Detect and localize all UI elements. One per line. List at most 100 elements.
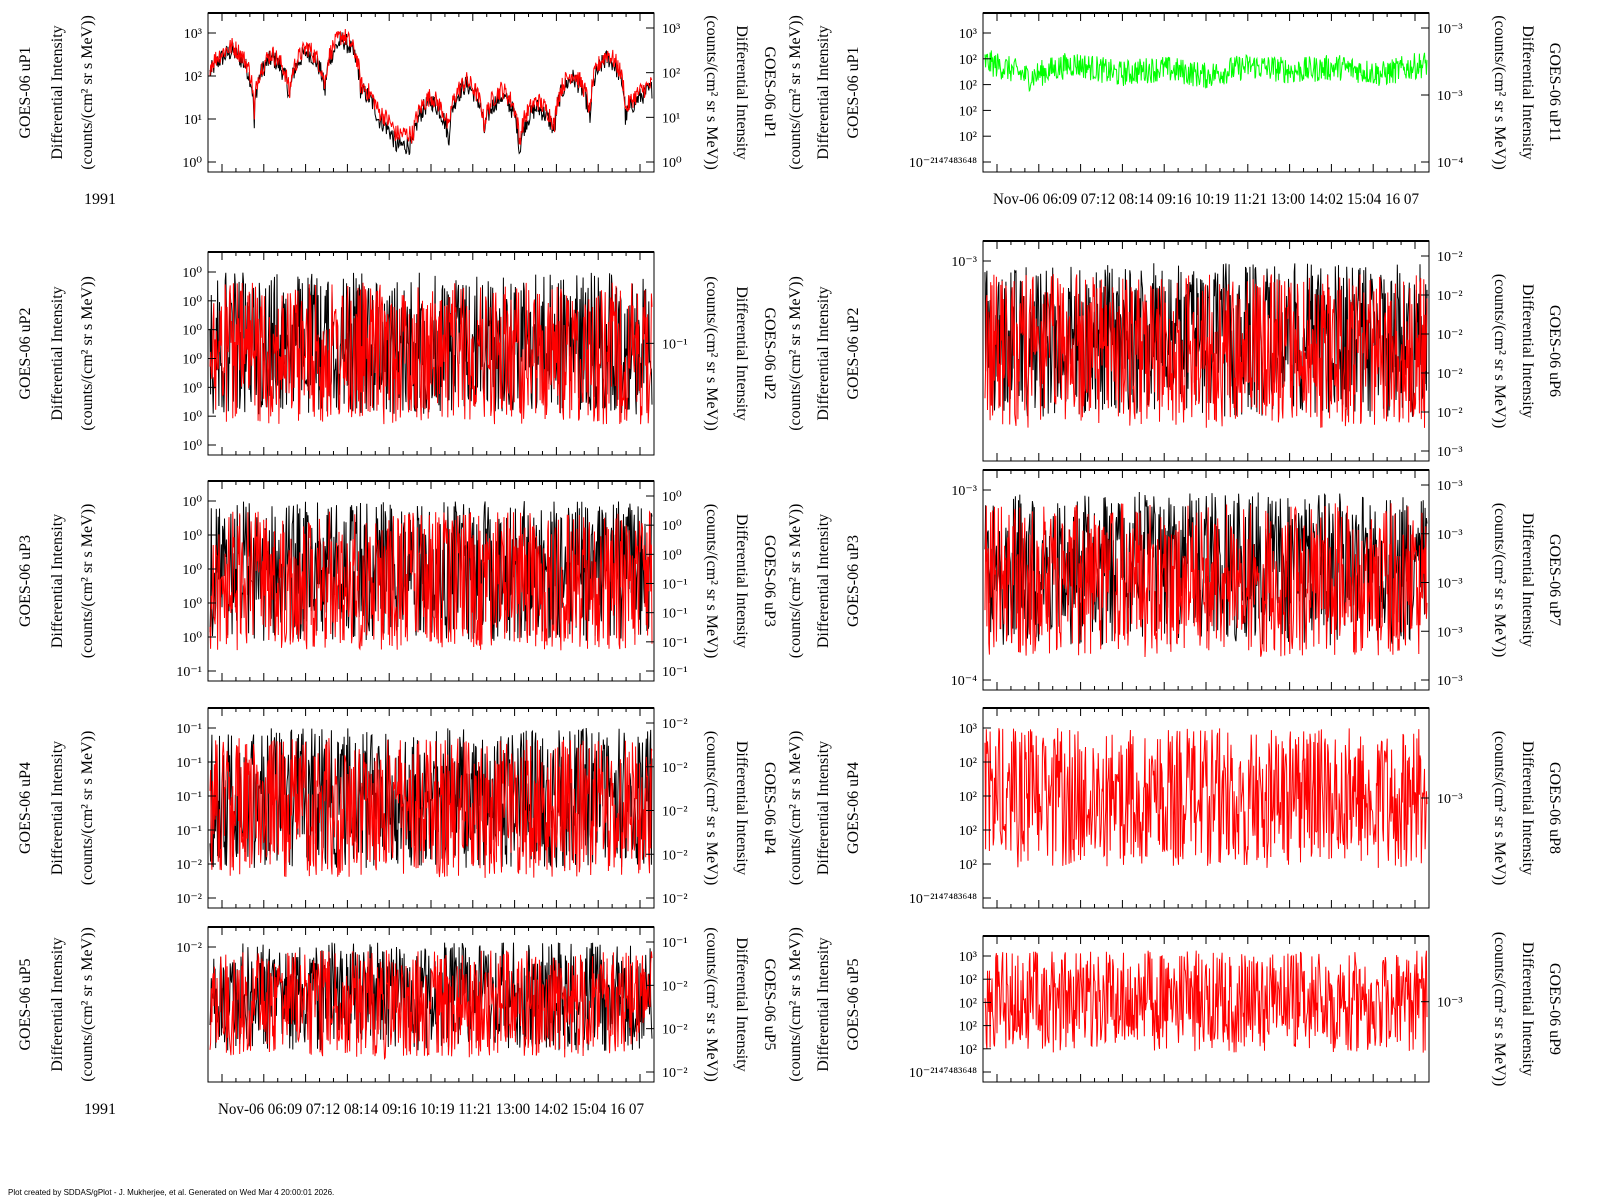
inner-axis-label-uP4: (counts/(cm² sr s MeV))	[787, 731, 804, 886]
right-axis-label-uP6: GOES-06 uP6	[1546, 305, 1563, 397]
right-tick-label-uP3: 10⁰	[662, 519, 682, 534]
left-axis-label-uP5: (counts/(cm² sr s MeV))	[79, 927, 96, 1082]
series-red-uP6	[984, 274, 1428, 428]
right-axis-label-uP2: (counts/(cm² sr s MeV))	[703, 276, 720, 431]
left-tick-label-uP9: 10³	[959, 950, 977, 965]
left-tick-label-uP9: 10²	[959, 996, 977, 1011]
inner-axis-label-uP2: GOES-06 uP2	[845, 307, 862, 399]
right-tick-label-uP7: 10⁻³	[1437, 625, 1463, 640]
right-axis-label-uP1: (counts/(cm² sr s MeV))	[703, 15, 720, 170]
right-axis-label-uP7: Differential Intensity	[1519, 513, 1536, 647]
left-tick-label-uP11: 10²	[959, 53, 977, 68]
panel-uP8: 10³ 10² 10² 10² 10² 10⁻²¹⁴⁷⁴⁸³⁶⁴⁸ 10⁻³ GOES-06 …	[909, 707, 1563, 909]
left-axis-label-uP4: Differential Intensity	[49, 741, 66, 875]
left-tick-label-uP1: 10³	[184, 27, 202, 42]
left-tick-label-uP8: 10²	[959, 790, 977, 805]
left-tick-label-uP4: 10⁻¹	[176, 722, 202, 737]
series-red-uP8	[984, 728, 1428, 868]
right-axis-label-uP5: Differential Intensity	[733, 937, 750, 1071]
right-tick-label-uP3: 10⁻¹	[662, 578, 688, 593]
right-tick-label-uP4: 10⁻²	[662, 761, 688, 776]
right-axis-label-uP8: GOES-06 uP8	[1546, 762, 1563, 854]
right-tick-label-uP9: 10⁻³	[1437, 996, 1463, 1011]
series-red-uP7	[984, 503, 1428, 658]
right-axis-label-uP7: GOES-06 uP7	[1546, 534, 1563, 626]
left-axis-label-uP4: (counts/(cm² sr s MeV))	[79, 731, 96, 886]
left-tick-label-uP3: 10⁰	[182, 631, 202, 646]
left-axis-label-uP1: (counts/(cm² sr s MeV))	[79, 15, 96, 170]
right-tick-label-uP6: 10⁻²	[1437, 367, 1463, 382]
panel-uP1: 10³ 10² 10¹ 10⁰ 10³ 10² 10¹ 10⁰ GOES-06 uP1 Diffe…	[17, 12, 862, 208]
left-tick-label-uP2: 10⁰	[182, 266, 202, 281]
right-axis-label-uP1: GOES-06 uP1	[761, 46, 778, 138]
right-axis-label-uP8: (counts/(cm² sr s MeV))	[1491, 731, 1508, 886]
panel-uP6: 10⁻³ 10⁻² 10⁻² 10⁻² 10⁻² 10⁻² 10⁻³ GOES-06 uP6 D…	[951, 240, 1563, 462]
left-tick-label-uP11: 10²	[959, 79, 977, 94]
right-axis-label-uP4: Differential Intensity	[733, 741, 750, 875]
left-tick-label-uP2: 10⁰	[182, 295, 202, 310]
right-tick-label-uP3: 10⁰	[662, 548, 682, 563]
inner-axis-label-uP2: (counts/(cm² sr s MeV))	[787, 276, 804, 431]
right-tick-label-uP1: 10¹	[662, 111, 680, 126]
panel-uP11: 10³ 10² 10² 10² 10² 10⁻²¹⁴⁷⁴⁸³⁶⁴⁸ 10⁻³ 10⁻³ 10⁻⁴…	[909, 12, 1563, 208]
series-red-uP9	[984, 950, 1428, 1053]
panel-uP5: 10⁻² 10⁻¹ 10⁻² 10⁻² 10⁻² GOES-06 uP5 Different…	[17, 926, 862, 1118]
right-tick-label-uP8: 10⁻³	[1437, 792, 1463, 807]
right-tick-label-uP11: 10⁻³	[1437, 22, 1463, 37]
series-red-uP1	[209, 28, 653, 145]
inner-axis-label-uP2: Differential Intensity	[815, 286, 832, 420]
right-axis-label-uP11: GOES-06 uP11	[1546, 43, 1563, 142]
right-axis-label-uP5: GOES-06 uP5	[761, 958, 778, 1050]
left-tick-label-uP8: 10⁻²¹⁴⁷⁴⁸³⁶⁴⁸	[909, 892, 977, 907]
left-tick-label-uP1: 10¹	[184, 113, 202, 128]
plot-frame-uP11	[982, 12, 1430, 173]
left-tick-label-uP5: 10⁻²	[176, 941, 202, 956]
panel-uP9: 10³ 10² 10² 10² 10² 10⁻²¹⁴⁷⁴⁸³⁶⁴⁸ 10⁻³ GOES-06 …	[909, 932, 1563, 1087]
footer-credit: Plot created by SDDAS/gPlot - J. Mukherj…	[8, 1188, 335, 1197]
right-tick-label-uP2: 10⁻¹	[662, 337, 688, 352]
right-tick-label-uP4: 10⁻²	[662, 892, 688, 907]
inner-axis-label-uP3: GOES-06 uP3	[845, 535, 862, 627]
panel-uP2: 10⁰ 10⁰ 10⁰ 10⁰ 10⁰ 10⁰ 10⁰ 10⁻¹ GOES-06 uP2 Diff…	[17, 251, 862, 456]
right-tick-label-uP1: 10²	[662, 67, 680, 82]
left-tick-label-uP9: 10⁻²¹⁴⁷⁴⁸³⁶⁴⁸	[909, 1066, 977, 1081]
right-tick-label-uP3: 10⁻¹	[662, 636, 688, 651]
left-tick-label-uP3: 10⁻¹	[176, 665, 202, 680]
panel-uP4: 10⁻¹ 10⁻¹ 10⁻¹ 10⁻¹ 10⁻² 10⁻² 10⁻² 10⁻² 10⁻² 10⁻²…	[17, 707, 862, 909]
right-tick-label-uP6: 10⁻²	[1437, 328, 1463, 343]
left-tick-label-uP9: 10²	[959, 973, 977, 988]
right-axis-label-uP2: Differential Intensity	[733, 286, 750, 420]
left-tick-label-uP9: 10²	[959, 1043, 977, 1058]
x-tick-labels-uP5: Nov-06 06:09 07:12 08:14 09:16 10:19 11:…	[218, 1101, 644, 1118]
panel-uP3: 10⁰ 10⁰ 10⁰ 10⁰ 10⁰ 10⁻¹ 10⁰ 10⁰ 10⁰ 10⁻¹ 10⁻¹ 10⁻¹…	[17, 480, 862, 682]
inner-axis-label-uP1: (counts/(cm² sr s MeV))	[787, 15, 804, 170]
inner-axis-label-uP5: (counts/(cm² sr s MeV))	[787, 927, 804, 1082]
left-axis-label-uP3: (counts/(cm² sr s MeV))	[79, 504, 96, 659]
right-tick-label-uP5: 10⁻¹	[662, 936, 688, 951]
left-tick-label-uP11: 10²	[959, 130, 977, 145]
right-tick-label-uP11: 10⁻⁴	[1437, 156, 1463, 171]
right-axis-label-uP4: (counts/(cm² sr s MeV))	[703, 731, 720, 886]
right-axis-label-uP4: GOES-06 uP4	[761, 762, 778, 854]
left-tick-label-uP8: 10²	[959, 824, 977, 839]
year-label-uP5: 1991	[84, 1101, 116, 1118]
series-red-uP5	[209, 950, 653, 1061]
series-red-uP2	[209, 282, 653, 425]
right-axis-label-uP11: Differential Intensity	[1519, 25, 1536, 159]
inner-axis-label-uP4: GOES-06 uP4	[845, 762, 862, 854]
left-tick-label-uP2: 10⁰	[182, 439, 202, 454]
left-tick-label-uP4: 10⁻²	[176, 858, 202, 873]
right-tick-label-uP4: 10⁻²	[662, 717, 688, 732]
right-tick-label-uP7: 10⁻³	[1437, 479, 1463, 494]
series-red-uP3	[209, 510, 653, 651]
right-tick-label-uP5: 10⁻²	[662, 1066, 688, 1081]
right-tick-label-uP6: 10⁻²	[1437, 250, 1463, 265]
left-axis-label-uP5: Differential Intensity	[49, 937, 66, 1071]
inner-axis-label-uP3: (counts/(cm² sr s MeV))	[787, 504, 804, 659]
right-axis-label-uP7: (counts/(cm² sr s MeV))	[1491, 503, 1508, 658]
right-tick-label-uP5: 10⁻²	[662, 979, 688, 994]
left-tick-label-uP3: 10⁰	[182, 563, 202, 578]
left-tick-label-uP3: 10⁰	[182, 529, 202, 544]
left-tick-label-uP8: 10²	[959, 858, 977, 873]
left-tick-label-uP4: 10⁻²	[176, 892, 202, 907]
